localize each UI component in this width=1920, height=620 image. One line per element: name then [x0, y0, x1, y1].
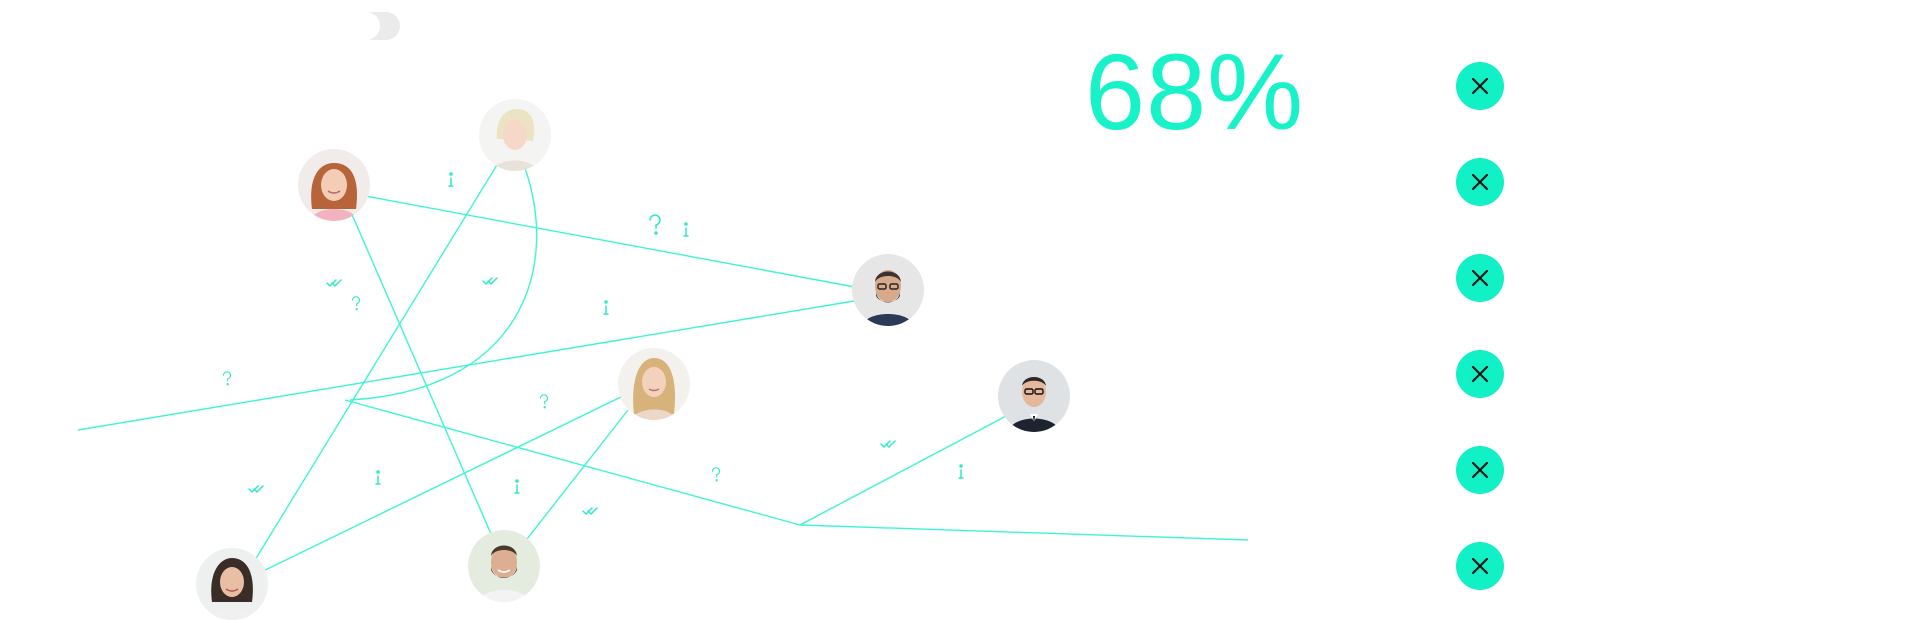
info-icon — [958, 464, 964, 479]
double-check-icon — [582, 507, 598, 515]
close-icon — [1471, 557, 1489, 575]
avatar-person-man-suit-glasses[interactable] — [998, 360, 1070, 432]
avatar-person-woman-redhair[interactable] — [298, 149, 370, 221]
avatar-woman-blonde-short-image — [479, 99, 551, 171]
close-icon — [1471, 77, 1489, 95]
edge-line — [344, 399, 801, 526]
edge-line — [799, 414, 1009, 526]
percentage-stat: 68% — [1085, 31, 1305, 152]
avatar-person-man-beard-smile[interactable] — [468, 530, 540, 602]
close-button-4[interactable] — [1456, 350, 1504, 398]
question-mark-icon — [649, 214, 661, 235]
double-check-icon — [880, 440, 896, 448]
close-icon — [1471, 461, 1489, 479]
edge-line — [349, 209, 499, 551]
avatar-woman-blonde-long-image — [618, 348, 690, 420]
close-button-3[interactable] — [1456, 254, 1504, 302]
info-icon — [514, 479, 520, 494]
avatar-woman-redhair-image — [298, 149, 370, 221]
avatar-person-woman-dark-hair[interactable] — [196, 548, 268, 620]
edge-line — [799, 524, 1249, 541]
avatar-man-beard-smile-image — [468, 530, 540, 602]
question-mark-icon — [351, 296, 361, 311]
close-icon — [1471, 365, 1489, 383]
edge-line — [254, 394, 626, 576]
close-icon — [1471, 269, 1489, 287]
question-mark-icon — [711, 467, 721, 482]
avatar-man-suit-glasses-image — [998, 360, 1070, 432]
avatar-man-beard-glasses-image — [852, 254, 924, 326]
toggle-switch[interactable] — [352, 12, 400, 40]
avatar-person-woman-blonde-long[interactable] — [618, 348, 690, 420]
info-icon — [683, 222, 689, 237]
close-button-1[interactable] — [1456, 62, 1504, 110]
edge-line — [77, 299, 861, 431]
info-icon — [375, 470, 381, 485]
edge-line — [254, 159, 501, 561]
edge-line — [359, 194, 861, 289]
info-icon — [448, 172, 454, 187]
double-check-icon — [326, 279, 342, 287]
close-button-5[interactable] — [1456, 446, 1504, 494]
edge-curve — [349, 167, 538, 401]
avatar-person-man-beard-glasses[interactable] — [852, 254, 924, 326]
info-icon — [603, 300, 609, 315]
double-check-icon — [248, 485, 264, 493]
close-icon — [1471, 173, 1489, 191]
question-mark-icon — [222, 371, 232, 386]
edge-line — [519, 409, 629, 549]
close-button-2[interactable] — [1456, 158, 1504, 206]
question-mark-icon — [539, 394, 549, 409]
avatar-person-woman-blonde-short[interactable] — [479, 99, 551, 171]
double-check-icon — [482, 277, 498, 285]
close-button-6[interactable] — [1456, 542, 1504, 590]
avatar-woman-dark-hair-image — [196, 548, 268, 620]
